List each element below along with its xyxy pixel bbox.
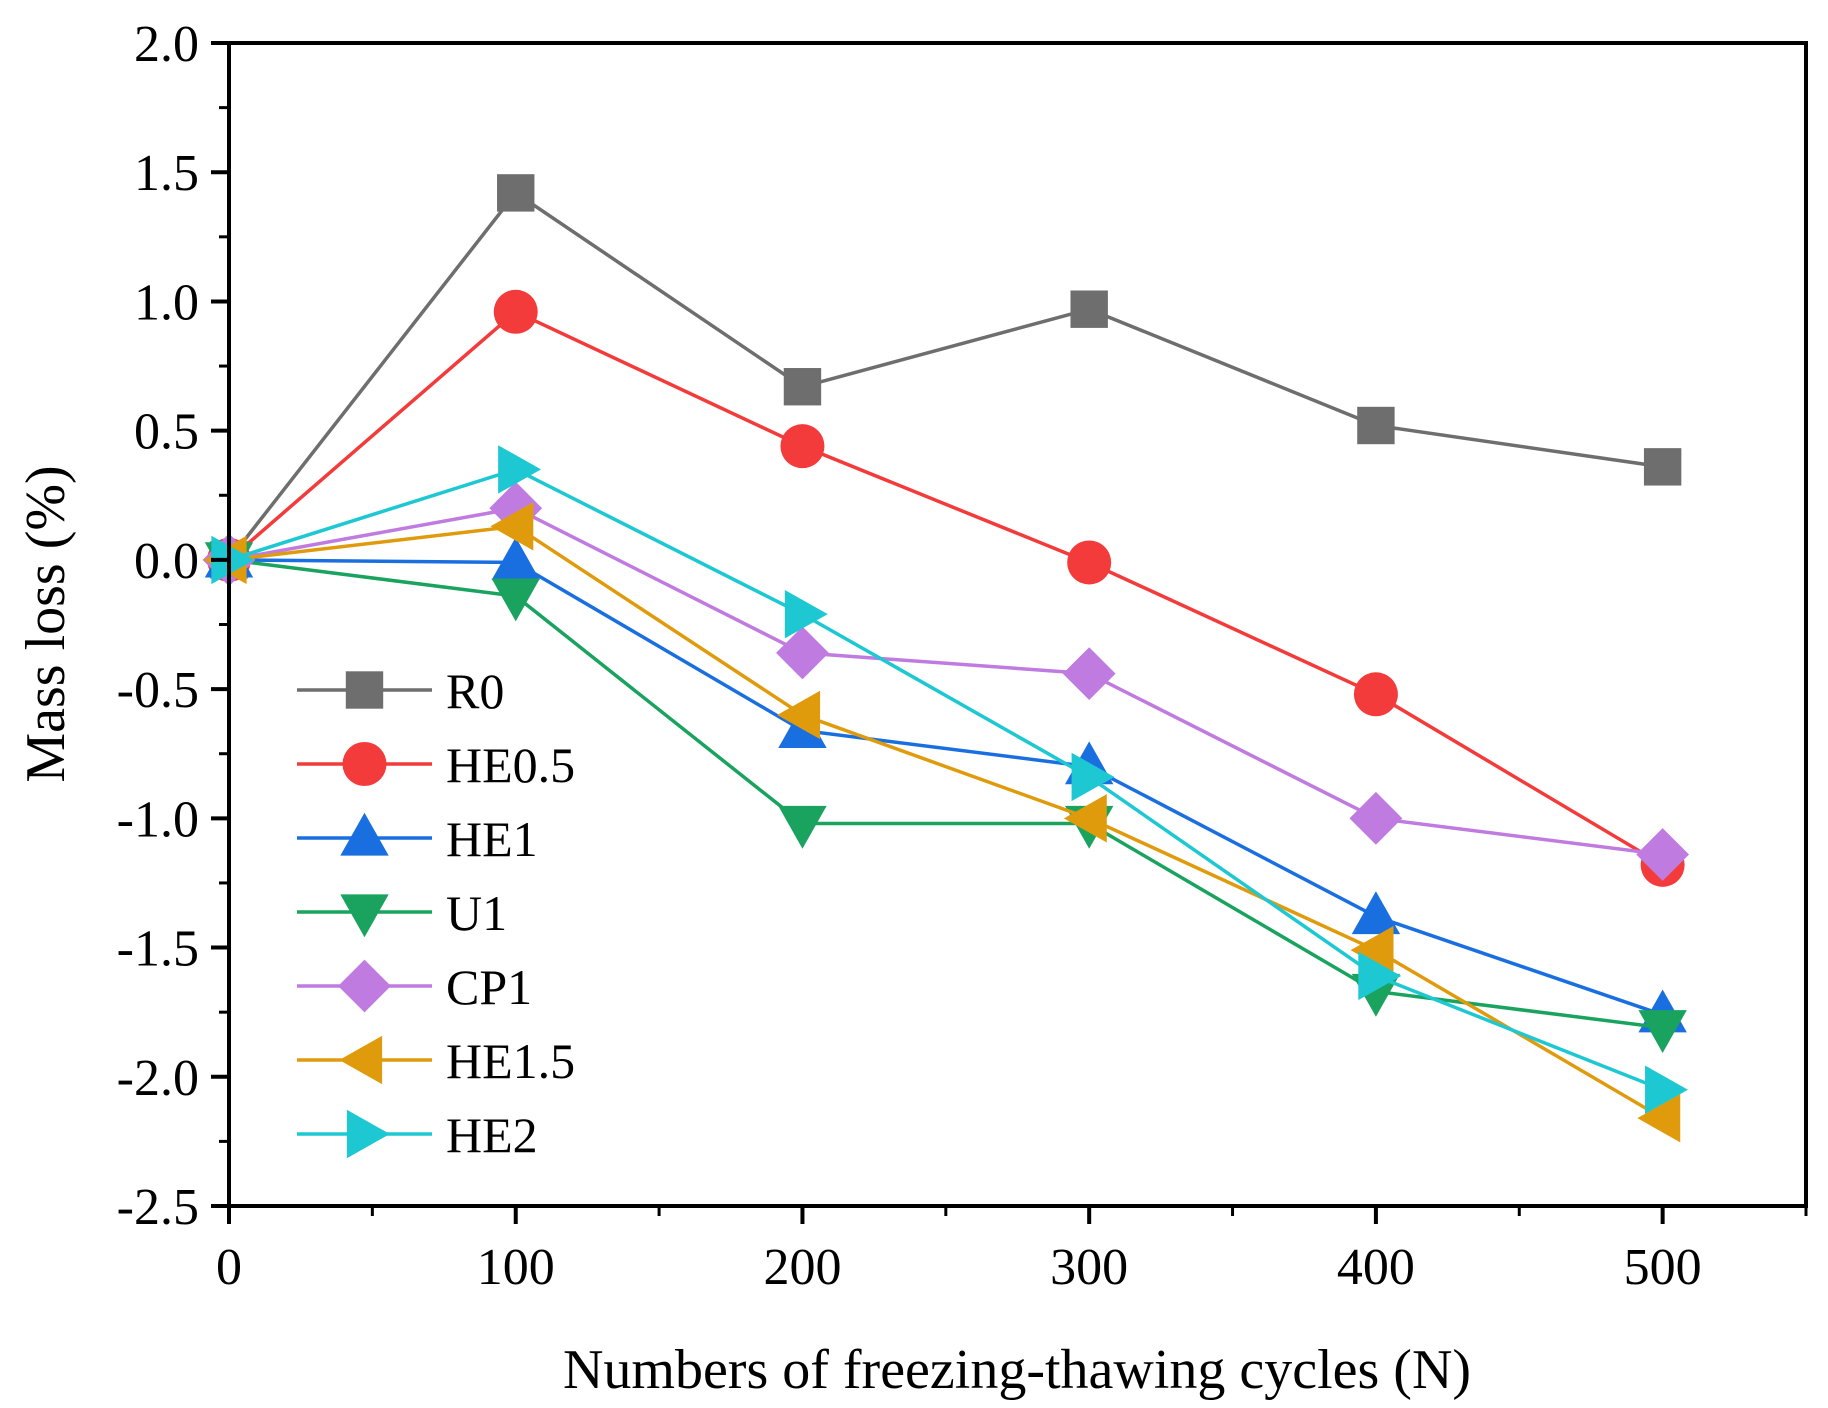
data-point-cp1-300 xyxy=(1062,647,1116,701)
legend-marker-cp1 xyxy=(338,959,391,1013)
data-point-he2-100 xyxy=(498,445,542,494)
x-tick-label: 300 xyxy=(1050,1239,1128,1296)
y-tick-label: 0.0 xyxy=(134,533,199,590)
data-point-r0-200 xyxy=(783,368,822,406)
x-axis-title: Numbers of freezing-thawing cycles (N) xyxy=(563,1339,1471,1401)
legend-marker-he2 xyxy=(346,1109,390,1159)
data-point-he1-5-400 xyxy=(1350,925,1394,975)
data-point-he1-5-100 xyxy=(490,502,534,551)
data-point-u1-100 xyxy=(491,578,540,622)
plot-frame xyxy=(227,41,1808,1208)
legend-entry-he0-5: HE0.5 xyxy=(297,737,575,793)
series-u1 xyxy=(204,542,1687,1053)
legend: R0 HE0.5 HE1 U1 CP1 HE1.5 HE2 xyxy=(297,663,575,1163)
data-point-he1-400 xyxy=(1351,891,1401,935)
data-point-he0-5-400 xyxy=(1353,672,1398,717)
y-tick-label: 0.5 xyxy=(134,404,199,461)
x-tick-label: 0 xyxy=(216,1239,242,1296)
data-point-r0-400 xyxy=(1357,406,1395,445)
data-point-he0-5-200 xyxy=(780,424,825,469)
y-tick-label: -2.5 xyxy=(117,1179,199,1236)
data-point-r0-500 xyxy=(1643,448,1682,486)
data-point-cp1-500 xyxy=(1636,828,1690,881)
data-point-he0-5-300 xyxy=(1067,540,1112,585)
y-tick-label: 1.0 xyxy=(134,274,199,331)
data-point-he2-500 xyxy=(1645,1065,1688,1114)
series-cp1 xyxy=(202,481,1690,881)
series-line-he0-5 xyxy=(227,309,1664,867)
series-he1 xyxy=(204,534,1687,1033)
x-tick-label: 100 xyxy=(477,1239,555,1296)
series-line-he2 xyxy=(228,467,1664,1092)
x-axis-ticks: 0 100 200 300 400 500 xyxy=(216,1206,1808,1296)
x-tick-label: 400 xyxy=(1337,1239,1415,1296)
series-line-he1 xyxy=(228,558,1664,1017)
x-tick-label: 200 xyxy=(763,1239,841,1296)
x-tick-label: 500 xyxy=(1624,1239,1702,1296)
series-line-cp1 xyxy=(228,506,1663,857)
legend-marker-r0 xyxy=(345,671,384,709)
legend-marker-he1 xyxy=(340,812,389,856)
series-line-r0 xyxy=(227,190,1663,561)
legend-entry-he1-5: HE1.5 xyxy=(297,1033,575,1089)
data-point-he2-400 xyxy=(1358,951,1402,1001)
y-tick-label: -2.0 xyxy=(117,1050,199,1107)
legend-entry-cp1: CP1 xyxy=(297,959,532,1015)
legend-marker-he1-5 xyxy=(339,1035,383,1085)
data-point-he2-300 xyxy=(1071,752,1115,802)
legend-entry-he2: HE2 xyxy=(297,1107,538,1163)
legend-entry-he1: HE1 xyxy=(297,811,538,867)
y-tick-label: -0.5 xyxy=(117,662,199,719)
legend-label-he1-5: HE1.5 xyxy=(446,1033,575,1089)
legend-marker-u1 xyxy=(340,894,389,938)
data-point-r0-100 xyxy=(497,174,535,212)
data-point-he1-5-200 xyxy=(777,690,821,740)
legend-marker-he0-5 xyxy=(342,742,387,786)
series-he2 xyxy=(211,445,1688,1114)
data-point-cp1-200 xyxy=(776,626,829,680)
data-point-he2-200 xyxy=(784,589,828,639)
legend-label-u1: U1 xyxy=(446,885,507,941)
series-line-u1 xyxy=(228,558,1663,1030)
data-point-he1-100 xyxy=(491,537,540,581)
legend-entry-u1: U1 xyxy=(297,885,507,941)
legend-label-cp1: CP1 xyxy=(446,959,532,1015)
series-layer xyxy=(202,174,1690,1143)
y-axis-title: Mass loss (%) xyxy=(15,465,77,782)
data-point-he2-0 xyxy=(211,535,255,585)
legend-label-he2: HE2 xyxy=(446,1107,538,1163)
series-he1-5 xyxy=(203,502,1681,1143)
legend-label-r0: R0 xyxy=(446,663,504,719)
series-r0 xyxy=(210,174,1682,579)
legend-label-he1: HE1 xyxy=(446,811,538,867)
y-tick-label: -1.5 xyxy=(117,921,199,978)
legend-entry-r0: R0 xyxy=(297,663,504,719)
data-point-u1-200 xyxy=(778,805,827,849)
data-point-r0-300 xyxy=(1070,290,1108,328)
y-axis-ticks: 2.0 1.5 1.0 0.5 0.0 -0.5 -1.0 -1.5 -2.0 -2.5 xyxy=(117,16,229,1236)
data-point-u1-500 xyxy=(1638,1010,1687,1053)
y-tick-label: 2.0 xyxy=(134,16,199,73)
data-point-he1-5-500 xyxy=(1637,1093,1681,1143)
data-point-he1-5-300 xyxy=(1063,794,1107,843)
series-he0-5 xyxy=(207,289,1685,887)
y-tick-label: 1.5 xyxy=(134,145,199,202)
y-tick-label: -1.0 xyxy=(117,791,199,848)
series-line-he1-5 xyxy=(228,524,1664,1120)
legend-label-he0-5: HE0.5 xyxy=(446,737,575,793)
data-point-cp1-400 xyxy=(1349,791,1403,845)
data-point-he0-5-100 xyxy=(493,289,538,334)
